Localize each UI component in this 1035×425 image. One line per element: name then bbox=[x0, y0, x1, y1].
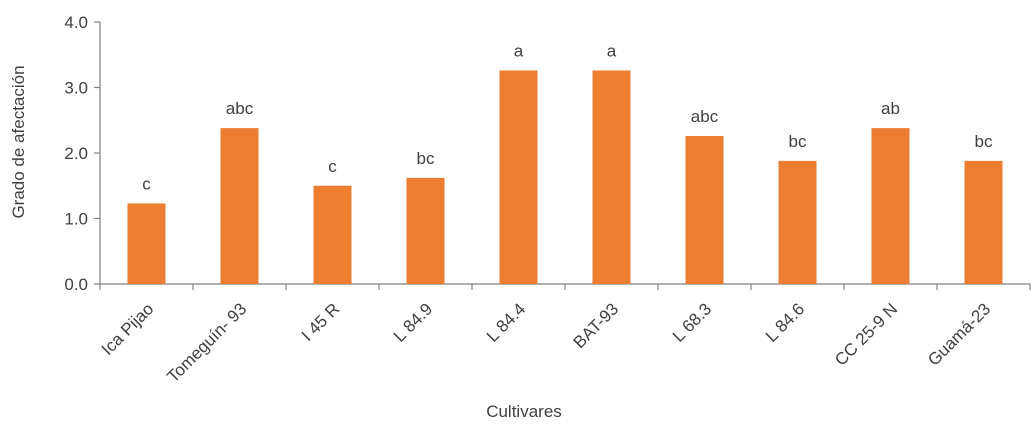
data-label: bc bbox=[417, 149, 435, 168]
bar bbox=[127, 203, 166, 284]
category-label: Ica Pijao bbox=[98, 299, 158, 359]
category-label: L 84.9 bbox=[390, 299, 436, 345]
data-label: a bbox=[514, 41, 524, 60]
data-label: bc bbox=[789, 132, 807, 151]
data-label: abc bbox=[226, 99, 254, 118]
category-label: L 68.3 bbox=[669, 299, 715, 345]
data-label: c bbox=[142, 174, 151, 193]
y-tick-label: 4.0 bbox=[64, 13, 88, 32]
category-label: L 84.6 bbox=[762, 299, 808, 345]
data-label: ab bbox=[881, 99, 900, 118]
category-label: Tomeguín- 93 bbox=[163, 299, 250, 386]
category-label: I 45 R bbox=[298, 299, 344, 345]
data-label: a bbox=[607, 41, 617, 60]
bar bbox=[871, 128, 910, 284]
bar bbox=[685, 135, 724, 284]
data-label: bc bbox=[975, 132, 993, 151]
category-label: Guamá-23 bbox=[924, 299, 994, 369]
data-labels: c abc c bc a a abc bc ab bc bbox=[142, 41, 993, 193]
y-axis-title: Grado de afectación bbox=[9, 65, 28, 218]
bar-series bbox=[127, 70, 1003, 284]
y-tick-label: 2.0 bbox=[64, 144, 88, 163]
category-label: L 84.4 bbox=[483, 299, 529, 345]
y-tick-label: 0.0 bbox=[64, 275, 88, 294]
category-label: CC 25-9 N bbox=[831, 299, 901, 369]
x-axis-title: Cultivares bbox=[486, 402, 562, 421]
y-tick-label: 3.0 bbox=[64, 79, 88, 98]
data-label: c bbox=[328, 157, 337, 176]
category-labels: Ica Pijao Tomeguín- 93 I 45 R L 84.9 L 84.4 B… bbox=[98, 299, 995, 386]
bar bbox=[313, 185, 352, 284]
category-label: BAT-93 bbox=[570, 299, 623, 352]
bar bbox=[406, 177, 445, 284]
bar bbox=[592, 70, 631, 284]
data-label: abc bbox=[691, 107, 719, 126]
bar bbox=[778, 160, 817, 284]
bar bbox=[964, 160, 1003, 284]
y-tick-label: 1.0 bbox=[64, 210, 88, 229]
bar bbox=[220, 128, 259, 284]
x-axis bbox=[99, 283, 1031, 290]
bar bbox=[499, 70, 538, 284]
y-axis: 0.0 1.0 2.0 3.0 4.0 bbox=[64, 13, 101, 294]
